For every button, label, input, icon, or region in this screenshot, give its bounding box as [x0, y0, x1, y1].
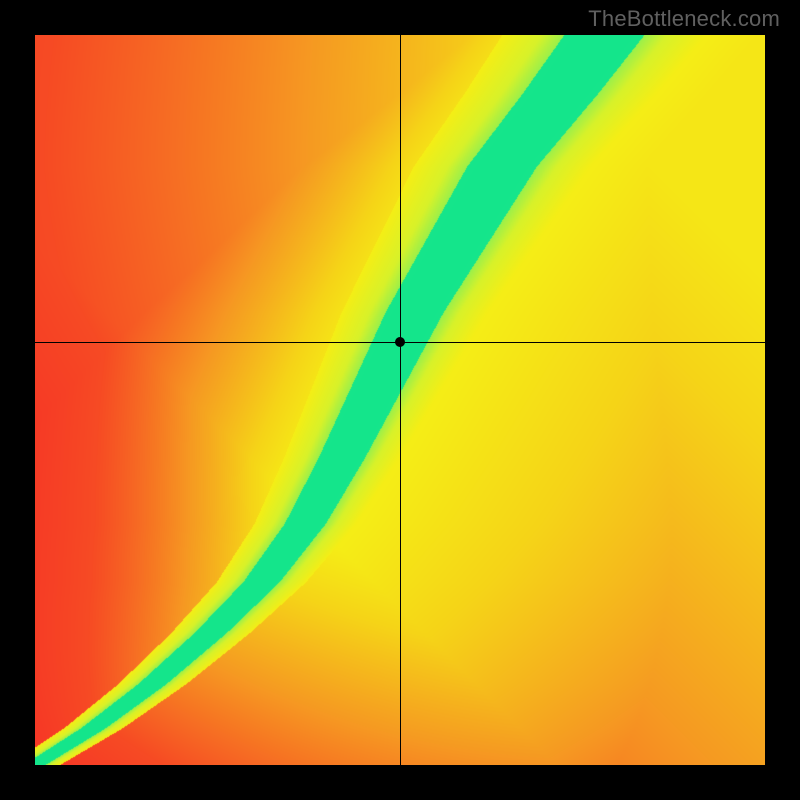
chart-container: TheBottleneck.com [0, 0, 800, 800]
heatmap-plot [35, 35, 765, 765]
watermark-text: TheBottleneck.com [588, 6, 780, 32]
crosshair-vertical [400, 35, 401, 765]
selection-marker[interactable] [395, 337, 405, 347]
